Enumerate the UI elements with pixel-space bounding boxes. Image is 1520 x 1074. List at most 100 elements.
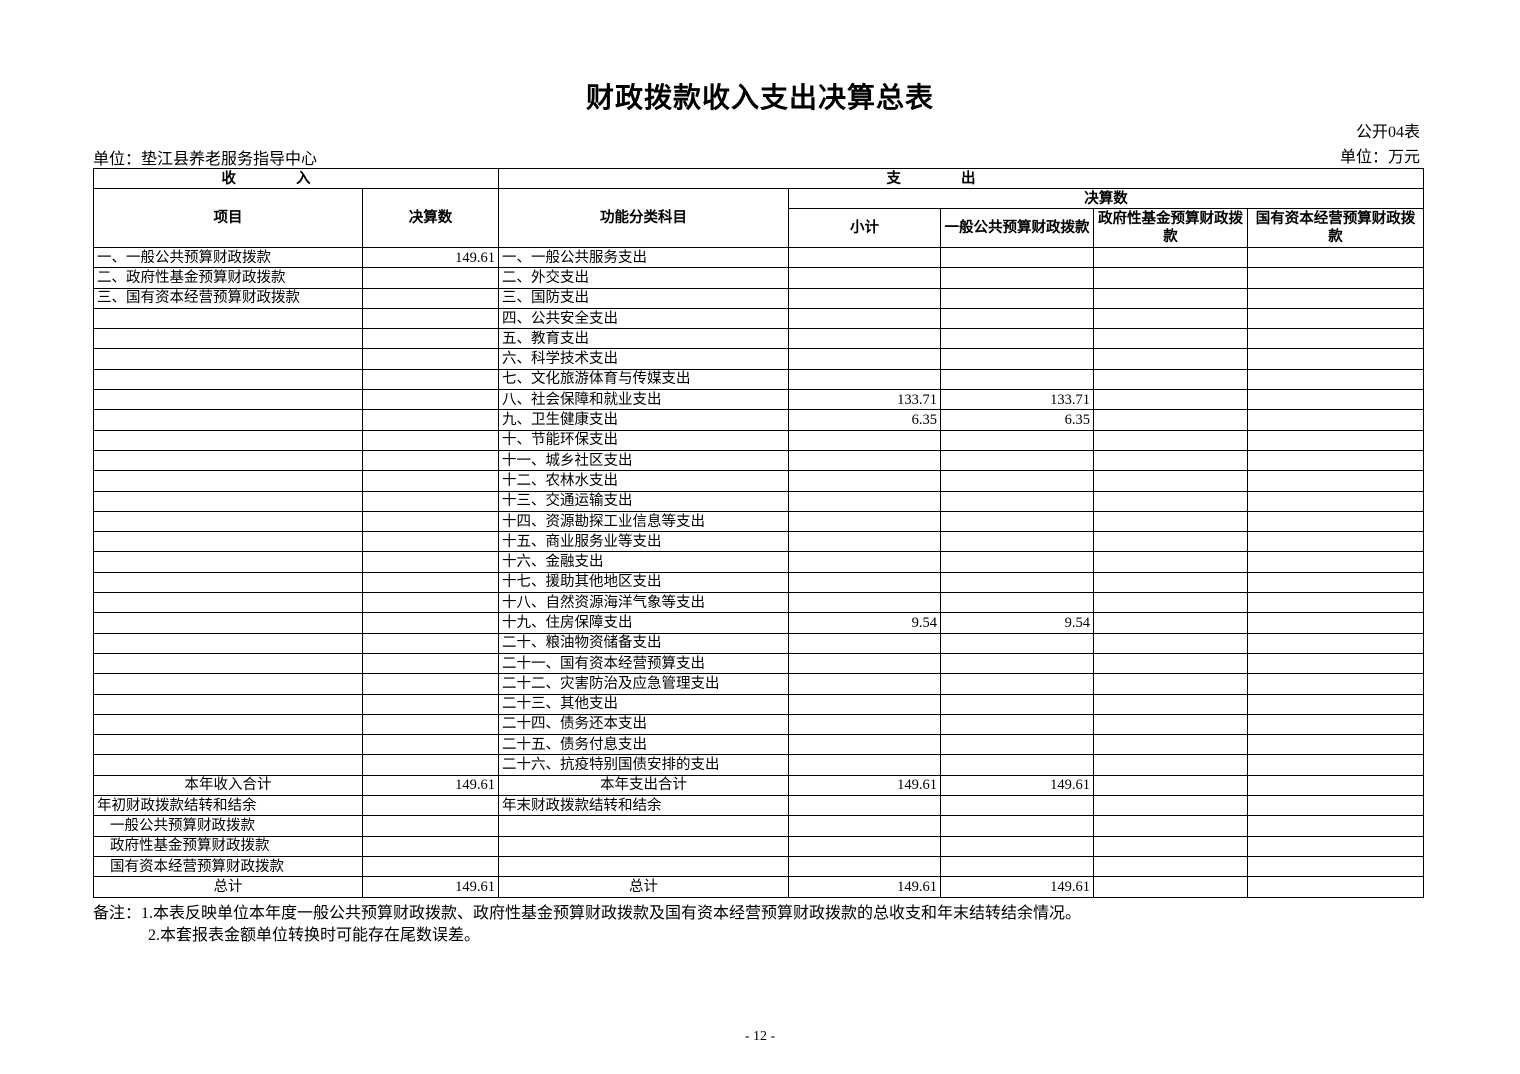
table-cell [362,429,499,451]
table-cell [1246,713,1425,736]
table-row: 十一、城乡社区支出 [93,449,1425,472]
table-cell: 149.61 [362,876,499,898]
table-cell [1093,510,1248,533]
table-cell [940,531,1094,553]
table-cell [788,795,941,817]
table-row: 二十一、国有资本经营预算支出 [93,652,1425,675]
table-cell [93,632,363,654]
header-cell: 国有资本经营预算财政拨款 [1246,208,1425,248]
table-cell [788,734,941,756]
table-cell [1093,592,1248,614]
table-cell: 133.71 [788,389,941,411]
table-cell: 本年收入合计 [93,774,363,797]
table-cell [93,652,363,675]
table-cell [93,673,363,695]
table-cell [1093,632,1248,654]
table-cell [1246,348,1425,370]
table-cell [1093,470,1248,492]
table-row: 一般公共预算财政拨款 [93,815,1425,837]
table-cell [362,592,499,614]
table-row: 二十五、债务付息支出 [93,734,1425,756]
table-cell [362,632,499,654]
table-cell [940,449,1094,472]
table-row: 十、节能环保支出 [93,429,1425,451]
table-cell [788,571,941,594]
table-cell [1246,510,1425,533]
table-cell [1093,835,1248,857]
table-cell [93,429,363,451]
table-cell [362,510,499,533]
table-cell: 十一、城乡社区支出 [498,449,789,472]
unit-name: 单位：垫江县养老服务指导中心 [93,151,318,168]
table-row: 九、卫生健康支出 6.35 6.35 [93,409,1425,431]
table-cell [362,551,499,573]
table-body: 一、一般公共预算财政拨款 149.61 一、一般公共服务支出 二、政府性基金预算财政拨… [93,246,1425,898]
table-row: 二十二、灾害防治及应急管理支出 [93,673,1425,695]
table-cell [788,693,941,715]
table-cell [1093,449,1248,472]
table-cell [788,490,941,512]
table-row: 十二、农林水支出 [93,470,1425,492]
table-cell: 八、社会保障和就业支出 [498,389,789,411]
table-cell [788,470,941,492]
table-cell [498,815,789,837]
table-cell [1246,693,1425,715]
table-cell [1246,571,1425,594]
table-cell: 149.61 [940,774,1094,797]
header-cell: 政府性基金预算财政拨款 [1093,208,1248,248]
table-cell [498,855,789,878]
table-cell [940,429,1094,451]
table-cell [788,551,941,573]
table-row: 十五、商业服务业等支出 [93,531,1425,553]
table-cell [1246,612,1425,634]
table-cell [1246,754,1425,776]
header-cell: 决算数 [362,188,499,248]
table-row: 三、国有资本经营预算财政拨款 三、国防支出 [93,287,1425,309]
table-cell [362,267,499,289]
table-cell [788,510,941,533]
table-cell: 149.61 [362,246,499,269]
table-cell [1246,734,1425,756]
table-cell [362,490,499,512]
table-cell [1246,673,1425,695]
table-cell [93,510,363,533]
table-cell [940,470,1094,492]
table-cell [93,449,363,472]
header-cell: 项目 [93,188,363,248]
table-cell [93,307,363,330]
table-cell [940,571,1094,594]
header-text: 支出 [886,170,1036,187]
table-cell [1246,835,1425,857]
table-cell [788,307,941,330]
table-cell [93,713,363,736]
table-cell [940,835,1094,857]
table-cell [1093,490,1248,512]
table-cell [1093,409,1248,431]
table-cell: 6.35 [940,409,1094,431]
table-cell [1093,551,1248,573]
table-cell [93,734,363,756]
table-row: 年初财政拨款结转和结余 年末财政拨款结转和结余 [93,795,1425,817]
table-cell [1246,409,1425,431]
table-row: 二、政府性基金预算财政拨款 二、外交支出 [93,267,1425,289]
table-cell: 七、文化旅游体育与传媒支出 [498,368,789,391]
table-cell [362,368,499,391]
table-row: 十三、交通运输支出 [93,490,1425,512]
page-number: - 12 - [744,1029,776,1044]
table-row: 十八、自然资源海洋气象等支出 [93,592,1425,614]
table-cell [940,328,1094,350]
header-cell: 决算数 [787,188,1425,209]
table-row: 一、一般公共预算财政拨款 149.61 一、一般公共服务支出 [93,246,1425,269]
table-cell [940,510,1094,533]
table-cell [362,389,499,411]
table-cell [1246,592,1425,614]
table-cell: 二、政府性基金预算财政拨款 [93,267,363,289]
header-text: 收入 [221,170,371,187]
table-row: 二十、粮油物资储备支出 [93,632,1425,654]
table-cell [1093,713,1248,736]
table-cell [1246,855,1425,878]
table-cell [940,267,1094,289]
table-cell [362,754,499,776]
note: 备注：1.本表反映单位本年度一般公共预算财政拨款、政府性基金预算财政拨款及国有资… [93,905,1082,922]
table-cell [788,348,941,370]
